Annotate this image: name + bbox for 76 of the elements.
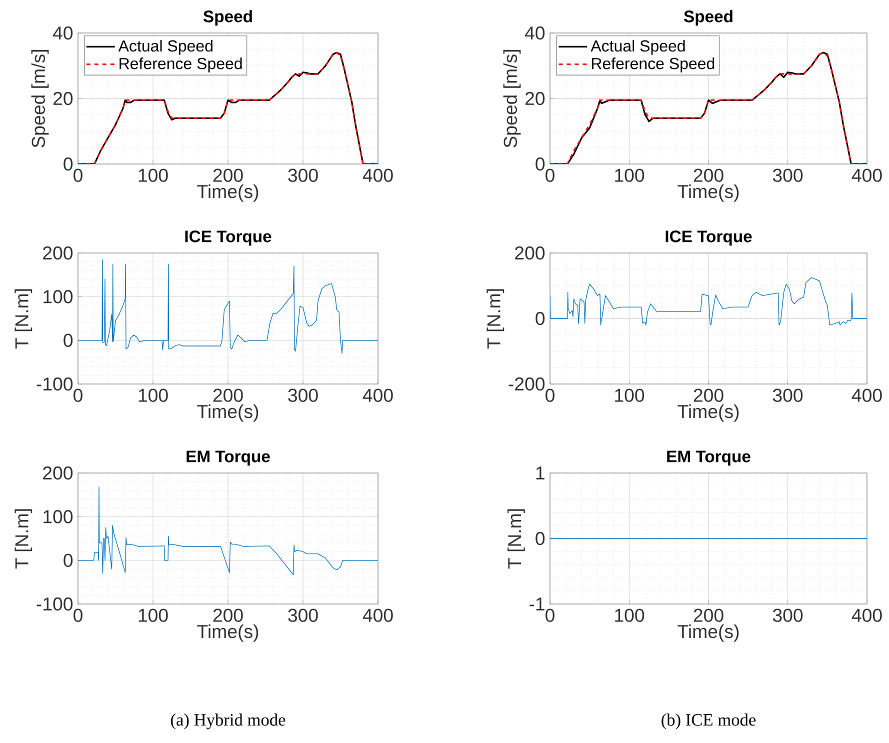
x-tick-label: 200 [694,608,724,622]
chart-title: ICE Torque [666,230,752,246]
x-tick-label: 300 [772,168,803,182]
y-tick-label: 0 [536,312,545,326]
x-axis-title: Time(s) [197,624,258,642]
x-axis-title: Time(s) [678,404,739,422]
y-axis-title: T [N.m] [507,509,525,569]
y-tick-label: -1 [530,598,544,610]
y-axis-title: Speed [m/s] [503,50,521,148]
x-tick-label: 300 [288,388,318,402]
x-tick-label: 0 [546,388,554,402]
y-tick-label: 40 [524,26,545,40]
legend-label: Reference Speed [592,57,714,72]
y-tick-label: 40 [52,26,73,40]
y-tick-label: 0 [536,532,545,546]
x-axis-title: Time(s) [197,404,258,422]
y-tick-label: 1 [536,466,544,480]
y-tick-label: 100 [44,290,73,304]
y-tick-label: -100 [36,597,73,611]
x-axis-title: Time(s) [678,624,739,642]
x-tick-label: 400 [852,168,882,182]
y-tick-label: -100 [36,377,73,391]
y-tick-label: 200 [43,246,73,260]
x-tick-label: 300 [288,168,318,182]
text: (b) ICE mode [662,714,756,730]
x-tick-label: 100 [138,388,168,402]
x-tick-label: 0 [74,168,82,182]
y-axis-title: T [N.m] [486,289,504,349]
y-tick-label: 20 [53,92,73,106]
x-tick-label: 200 [213,168,243,182]
x-tick-label: 300 [288,608,318,622]
legend-label: Reference Speed [120,57,242,72]
y-tick-label: 100 [44,510,73,524]
x-tick-label: 400 [362,608,393,622]
text: (a) Hybrid mode [170,714,286,730]
x-tick-label: 200 [213,388,243,402]
y-tick-label: 200 [43,466,73,480]
x-tick-label: 400 [362,168,393,182]
x-tick-label: 0 [546,168,554,182]
y-tick-label: 0 [536,157,545,171]
x-tick-label: 400 [362,388,393,402]
x-tick-label: 300 [772,608,803,622]
chart-title: EM Torque [667,450,750,466]
chart-title: Speed [203,10,252,26]
legend-label: Actual Speed [118,40,212,55]
x-tick-label: 200 [694,388,724,402]
chart-title: EM Torque [186,450,270,466]
line-series [78,259,378,354]
x-tick-label: 100 [138,608,168,622]
x-tick-label: 400 [852,388,882,402]
x-tick-label: 0 [74,388,82,402]
x-tick-label: 0 [546,608,554,622]
legend-label: Actual Speed [590,40,685,55]
x-tick-label: 0 [74,608,82,622]
x-tick-label: 100 [138,168,168,182]
x-axis-title: Time(s) [678,184,739,202]
x-tick-label: 200 [213,608,243,622]
y-tick-label: -200 [508,377,545,391]
x-tick-label: 400 [852,608,882,622]
chart-title: Speed [684,10,732,26]
y-tick-label: 0 [64,157,73,171]
line-series [78,486,378,576]
x-tick-label: 100 [615,608,644,622]
x-tick-label: 100 [615,168,644,182]
x-tick-label: 100 [615,388,644,402]
y-axis-title: Speed [m/s] [31,50,49,148]
y-tick-label: 0 [64,554,73,567]
chart-title: ICE Torque [185,230,272,246]
y-axis-title: T [N.m] [14,289,32,349]
y-tick-label: 200 [515,246,545,260]
y-axis-title: T [N.m] [14,509,32,569]
x-tick-label: 300 [772,388,803,402]
y-tick-label: 0 [64,334,73,347]
x-tick-label: 200 [694,168,724,182]
x-axis-title: Time(s) [197,184,258,202]
y-tick-label: 20 [525,92,545,106]
